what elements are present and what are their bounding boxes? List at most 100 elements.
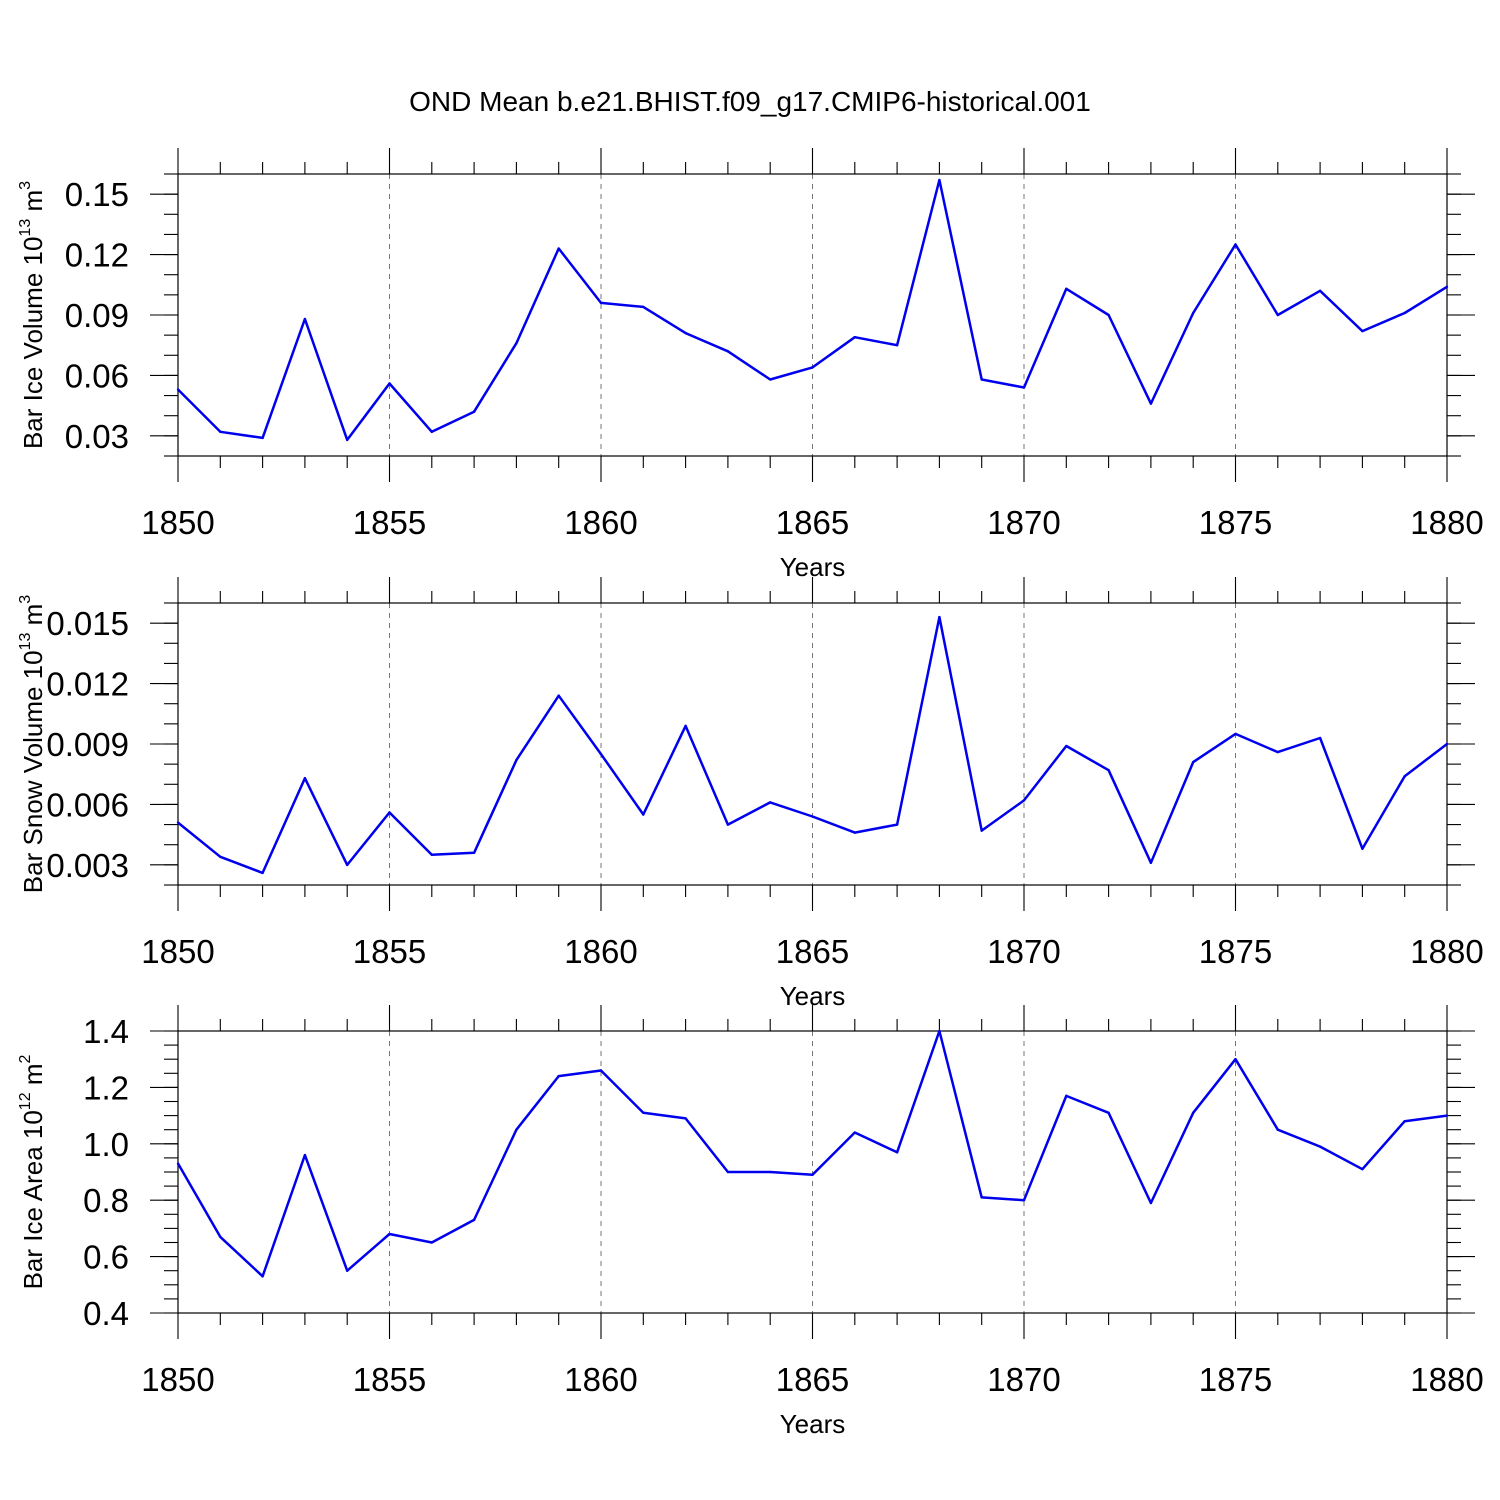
- x-tick-label: 1880: [1410, 504, 1483, 541]
- y-axis-label: Bar Snow Volume 1013 m3: [17, 595, 48, 894]
- y-axis-label-unit-exponent: 2: [17, 1054, 34, 1063]
- data-point: [642, 1111, 645, 1114]
- y-axis-label-unit-exponent: 3: [17, 181, 34, 190]
- x-tick-label: 1875: [1199, 1361, 1272, 1398]
- data-point: [980, 829, 983, 832]
- data-point: [557, 694, 560, 697]
- data-point: [176, 1162, 180, 1165]
- data-point: [811, 366, 814, 369]
- y-axis-label-unit-exponent: 3: [17, 595, 34, 604]
- y-axis-label-text: Bar Ice Area 10: [18, 1110, 48, 1289]
- x-tick-label: 1880: [1410, 1361, 1483, 1398]
- data-point: [176, 821, 180, 824]
- y-tick-label: 0.03: [65, 418, 129, 455]
- data-point: [895, 344, 899, 347]
- data-point: [895, 823, 899, 826]
- x-tick-label: 1855: [353, 1361, 426, 1398]
- y-axis-label-unit: m: [18, 1063, 48, 1092]
- x-tick-label: 1850: [141, 933, 214, 970]
- data-point: [980, 378, 983, 381]
- y-tick-label: 1.0: [83, 1126, 129, 1163]
- data-point: [1445, 285, 1449, 288]
- data-point: [430, 430, 433, 434]
- figure-title: OND Mean b.e21.BHIST.f09_g17.CMIP6-histo…: [409, 86, 1091, 117]
- data-point: [1403, 775, 1406, 778]
- data-point: [1234, 732, 1237, 736]
- plot-frame: [177, 173, 1448, 457]
- data-point: [303, 777, 307, 780]
- data-point: [1234, 243, 1237, 246]
- y-axis-label-exponent: 12: [17, 1092, 34, 1110]
- data-point: [346, 863, 349, 867]
- data-point: [1318, 736, 1322, 740]
- y-tick-label: 0.15: [65, 176, 129, 213]
- x-tick-label: 1870: [987, 1361, 1060, 1398]
- data-point: [1192, 760, 1195, 764]
- data-point: [1065, 287, 1068, 291]
- y-axis-label-unit: m: [18, 190, 48, 219]
- y-tick-label: 1.4: [83, 1013, 129, 1050]
- data-point: [811, 815, 814, 818]
- y-axis-label: Bar Ice Volume 1013 m3: [17, 181, 48, 449]
- data-point: [557, 247, 560, 250]
- data-point: [599, 301, 603, 305]
- y-tick-label: 0.06: [65, 357, 129, 394]
- x-tick-label: 1875: [1199, 504, 1272, 541]
- data-point: [642, 305, 645, 309]
- plot-frame: [177, 1030, 1448, 1314]
- panel-2: 0.003 0.006 0.009 0.012 0.015 1850 1855 1860 186…: [17, 577, 1484, 1011]
- data-point: [811, 1173, 814, 1177]
- x-tick-label: 1865: [776, 504, 849, 541]
- y-axis-label-exponent: 13: [17, 219, 34, 237]
- data-point: [769, 1170, 772, 1174]
- data-point: [346, 1269, 349, 1272]
- data-point: [1192, 1111, 1195, 1114]
- x-tick-label: 1860: [564, 1361, 637, 1398]
- y-axis-label: Bar Ice Area 1012 m2: [17, 1054, 48, 1289]
- data-point: [1022, 1199, 1026, 1202]
- data-point: [1361, 329, 1364, 333]
- data-point: [388, 811, 391, 814]
- x-tick-label: 1855: [353, 933, 426, 970]
- x-tick-label: 1865: [776, 933, 849, 970]
- data-point: [1234, 1058, 1237, 1061]
- y-axis-label-text: Bar Snow Volume 10: [18, 650, 48, 893]
- data-point: [430, 1241, 433, 1244]
- y-tick-label: 0.6: [83, 1239, 129, 1276]
- data-point: [599, 752, 603, 756]
- data-point: [515, 342, 518, 345]
- data-point: [684, 1117, 687, 1120]
- data-point: [938, 178, 941, 182]
- y-tick-label: 1.2: [83, 1069, 129, 1106]
- data-point: [261, 1275, 264, 1278]
- data-point: [219, 855, 222, 858]
- data-point: [1276, 313, 1280, 317]
- data-point: [1022, 799, 1026, 802]
- data-point: [726, 350, 730, 353]
- data-point: [1065, 1094, 1068, 1098]
- data-point: [472, 1218, 476, 1222]
- data-point: [1149, 1201, 1153, 1205]
- data-point: [388, 382, 391, 385]
- panels: 0.03 0.06 0.09 0.12 0.15 1850 1855 1860 1865 1870…: [17, 148, 1484, 1439]
- data-point: [1361, 1167, 1364, 1171]
- data-point: [769, 801, 772, 804]
- data-point: [303, 1153, 307, 1157]
- panel-1: 0.03 0.06 0.09 0.12 0.15 1850 1855 1860 1865 1870…: [17, 148, 1484, 582]
- data-point: [1107, 1111, 1110, 1114]
- panel-3: 0.4 0.6 0.8 1.0 1.2 1.4 1850 1855 1860 1865 1870 18…: [17, 1005, 1484, 1439]
- y-tick-label: 0.009: [46, 726, 129, 763]
- data-point: [472, 410, 476, 413]
- data-point: [261, 436, 264, 440]
- x-tick-label: 1850: [141, 504, 214, 541]
- x-tick-label: 1870: [987, 504, 1060, 541]
- data-point: [388, 1232, 391, 1236]
- data-point: [1107, 313, 1110, 317]
- data-point: [853, 831, 856, 834]
- data-point: [472, 851, 476, 854]
- data-point: [1445, 1114, 1449, 1117]
- x-tick-label: 1850: [141, 1361, 214, 1398]
- y-tick-label: 0.09: [65, 297, 129, 334]
- data-point: [1445, 742, 1449, 746]
- data-point: [1403, 311, 1406, 315]
